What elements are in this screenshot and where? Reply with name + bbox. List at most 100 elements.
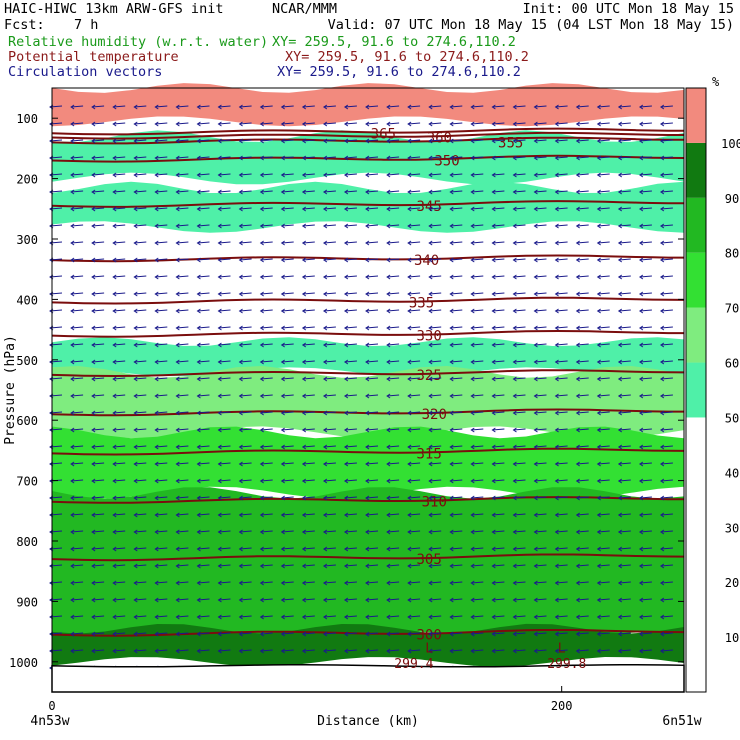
theta-label-305: 305	[417, 552, 442, 568]
wind-vector	[112, 427, 126, 433]
wind-vector	[533, 478, 547, 484]
wind-vector	[659, 359, 673, 365]
colorbar-level-60: 60	[725, 357, 739, 371]
wind-vector	[386, 121, 400, 127]
colorbar-level-10: 10	[725, 631, 739, 645]
wind-vector	[638, 257, 652, 263]
wind-vector	[238, 410, 252, 416]
wind-vector	[238, 206, 252, 212]
wind-vector	[91, 529, 105, 535]
wind-vector	[407, 563, 421, 569]
wind-vector	[428, 614, 442, 620]
wind-vector	[491, 376, 505, 382]
wind-vector	[322, 631, 336, 637]
wind-vector	[575, 546, 589, 552]
wind-vector	[659, 189, 673, 195]
colorbar-level-80: 80	[725, 247, 739, 261]
wind-vector	[386, 478, 400, 484]
wind-vector	[365, 240, 379, 246]
wind-vector	[449, 427, 463, 433]
wind-vector	[112, 546, 126, 552]
wind-vector	[259, 563, 273, 569]
x-end-label-right: 6n51w	[662, 714, 701, 729]
wind-vector	[91, 478, 105, 484]
wind-vector	[491, 512, 505, 518]
wind-vector	[112, 342, 126, 348]
colorbar-bin-80	[686, 197, 706, 253]
wind-vector	[449, 597, 463, 603]
wind-vector	[112, 121, 126, 127]
wind-vector	[428, 478, 442, 484]
wind-vector	[301, 138, 315, 144]
wind-vector	[386, 342, 400, 348]
wind-vector	[428, 308, 442, 314]
wind-vector	[196, 121, 210, 127]
wind-vector	[301, 614, 315, 620]
wind-vector	[154, 529, 168, 535]
wind-vector	[133, 461, 147, 467]
wind-vector	[470, 546, 484, 552]
wind-vector	[512, 529, 526, 535]
wind-vector	[512, 393, 526, 399]
wind-vector	[617, 206, 631, 212]
wind-vector	[301, 104, 315, 110]
wind-vector	[280, 257, 294, 263]
wind-vector	[259, 359, 273, 365]
wind-vector	[175, 478, 189, 484]
wind-vector	[365, 308, 379, 314]
wind-vector	[238, 325, 252, 331]
wind-vector	[196, 444, 210, 450]
wind-vector	[407, 597, 421, 603]
wind-vector	[343, 359, 357, 365]
colorbar-level-30: 30	[725, 521, 739, 535]
wind-vector	[343, 138, 357, 144]
wind-vector	[638, 614, 652, 620]
wind-vector	[280, 138, 294, 144]
wind-vector	[217, 376, 231, 382]
wind-vector	[554, 274, 568, 280]
wind-vector	[512, 274, 526, 280]
wind-vector	[259, 529, 273, 535]
wind-vector	[617, 342, 631, 348]
wind-vector	[596, 189, 610, 195]
wind-vector	[133, 257, 147, 263]
wind-vector	[112, 631, 126, 637]
colorbar-level-90: 90	[725, 192, 739, 206]
wind-vector	[196, 427, 210, 433]
wind-vector	[617, 172, 631, 178]
wind-vector	[638, 325, 652, 331]
wind-vector	[491, 342, 505, 348]
colorbar-level-70: 70	[725, 302, 739, 316]
wind-vector	[407, 189, 421, 195]
wind-vector	[638, 121, 652, 127]
wind-vector	[596, 614, 610, 620]
wind-vector	[554, 495, 568, 501]
wind-vector	[280, 478, 294, 484]
x-end-label-left: 4n53w	[30, 714, 69, 729]
wind-vector	[91, 597, 105, 603]
wind-vector	[301, 393, 315, 399]
wind-vector	[175, 155, 189, 161]
wind-vector	[533, 172, 547, 178]
wind-vector	[70, 631, 84, 637]
wind-vector	[575, 189, 589, 195]
wind-vector	[175, 580, 189, 586]
wind-vector	[365, 257, 379, 263]
wind-vector	[259, 597, 273, 603]
wind-vector	[575, 274, 589, 280]
wind-vector	[617, 563, 631, 569]
wind-vector	[533, 376, 547, 382]
wind-vector	[70, 172, 84, 178]
wind-vector	[596, 461, 610, 467]
wind-vector	[196, 614, 210, 620]
wind-vector	[470, 631, 484, 637]
wind-vector	[428, 461, 442, 467]
wind-vector	[365, 495, 379, 501]
wind-vector	[112, 444, 126, 450]
wind-vector	[533, 257, 547, 263]
wind-vector	[617, 223, 631, 229]
wind-vector	[301, 121, 315, 127]
wind-vector	[280, 580, 294, 586]
colorbar-bin-90	[686, 142, 706, 198]
wind-vector	[449, 478, 463, 484]
